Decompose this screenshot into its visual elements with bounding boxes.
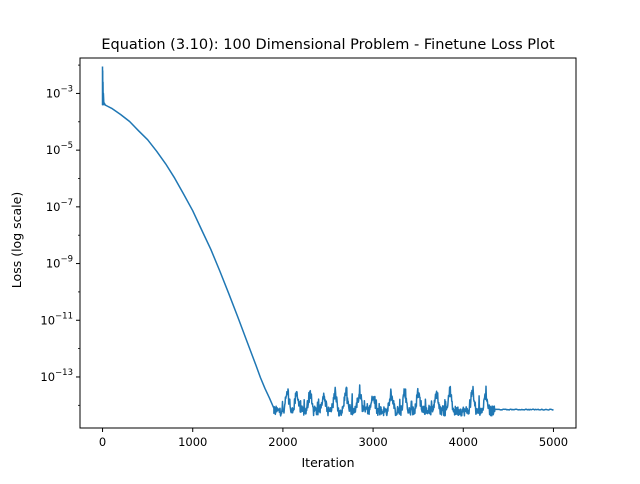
x-tick-label: 2000	[268, 435, 297, 449]
x-axis: 0 1000 2000 3000 4000 5000	[99, 428, 568, 449]
loss-series-line	[101, 66, 554, 417]
x-axis-label: Iteration	[301, 455, 354, 470]
y-axis: 10−3 10−5 10−7 10−9 10−11 10−13	[40, 64, 80, 406]
x-tick-label: 1000	[178, 435, 207, 449]
x-tick-label: 5000	[539, 435, 568, 449]
y-tick-label: 10−7	[46, 198, 73, 214]
y-axis-label: Loss (log scale)	[9, 192, 24, 288]
x-tick-label: 0	[99, 435, 106, 449]
x-tick-label: 3000	[358, 435, 387, 449]
y-tick-label: 10−9	[46, 255, 73, 271]
y-tick-label: 10−11	[40, 311, 73, 327]
y-tick-label: 10−3	[46, 84, 73, 100]
y-tick-label: 10−13	[40, 368, 73, 384]
x-tick-label: 4000	[449, 435, 478, 449]
y-tick-label: 10−5	[46, 141, 73, 157]
plot-area	[101, 66, 554, 417]
plot-frame	[79, 57, 577, 429]
chart-title: Equation (3.10): 100 Dimensional Problem…	[101, 37, 555, 53]
